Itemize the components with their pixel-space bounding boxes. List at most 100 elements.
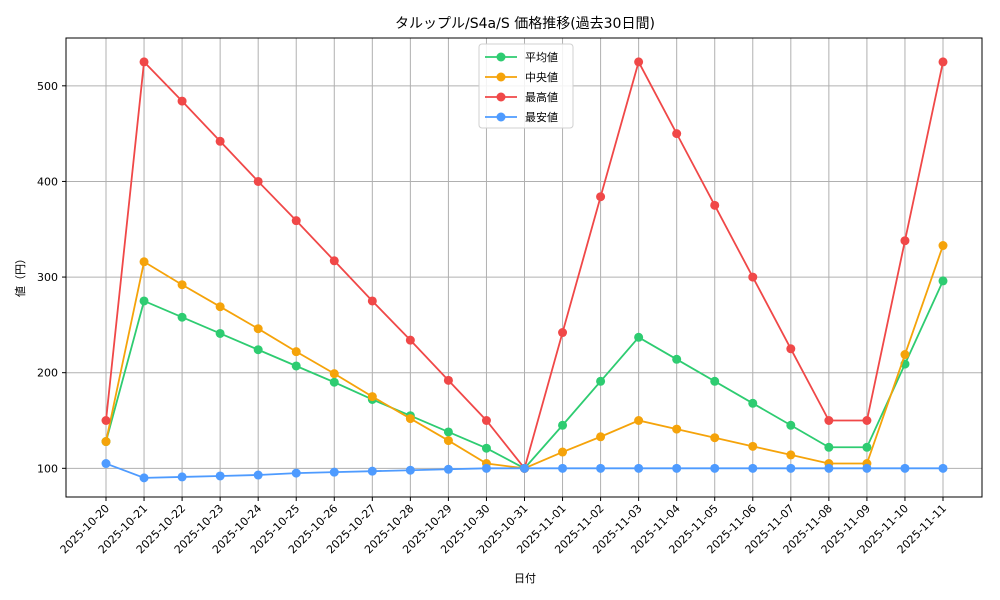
data-point-marker — [405, 335, 415, 345]
legend-item: 最安値 — [485, 110, 558, 124]
data-point-marker — [558, 447, 568, 457]
data-point-marker — [481, 416, 491, 425]
data-point-marker — [481, 463, 491, 473]
data-point-marker — [672, 424, 682, 434]
data-point-marker — [405, 414, 415, 424]
data-point-marker — [596, 463, 606, 473]
y-axis-ticks: 100 200 300 400 500 — [37, 80, 66, 475]
data-point-marker — [862, 416, 872, 425]
data-point-marker — [443, 375, 453, 385]
y-tick-label: 400 — [37, 175, 58, 188]
data-point-marker — [101, 459, 111, 469]
legend-label: 最高値 — [525, 90, 558, 104]
legend-item: 最高値 — [485, 90, 558, 104]
data-point-marker — [558, 420, 568, 430]
data-point-marker — [329, 369, 339, 379]
data-point-marker — [101, 437, 111, 447]
legend-swatch-marker — [496, 92, 506, 102]
legend-item: 中央値 — [485, 71, 558, 84]
data-point-marker — [443, 464, 453, 474]
legend-swatch-marker — [496, 52, 506, 62]
data-point-marker — [938, 57, 948, 67]
data-point-marker — [862, 463, 872, 473]
data-point-marker — [748, 441, 758, 451]
data-point-marker — [824, 463, 834, 473]
legend-item: 平均値 — [485, 51, 558, 64]
data-point-marker — [596, 376, 606, 386]
data-point-marker — [900, 236, 910, 246]
data-point-marker — [329, 377, 339, 387]
legend-box — [478, 43, 574, 129]
legend-label: 中央値 — [525, 71, 558, 84]
data-point-marker — [900, 350, 910, 360]
data-point-marker — [748, 398, 758, 408]
data-point-marker — [938, 463, 948, 473]
data-point-marker — [215, 328, 225, 338]
data-point-marker — [177, 96, 187, 106]
data-point-marker — [824, 442, 834, 452]
data-point-marker — [710, 376, 720, 386]
series-lines — [101, 57, 948, 483]
data-point-marker — [443, 427, 453, 437]
data-point-marker — [177, 280, 187, 290]
data-point-marker — [253, 176, 263, 186]
y-tick-label: 500 — [37, 80, 58, 93]
y-tick-label: 200 — [37, 367, 58, 380]
plot-area-frame — [65, 37, 983, 498]
data-point-marker — [101, 416, 111, 425]
data-point-marker — [139, 57, 149, 67]
data-point-marker — [786, 420, 796, 430]
data-point-marker — [329, 256, 339, 266]
y-tick-label: 300 — [37, 271, 58, 284]
data-point-marker — [253, 345, 263, 355]
data-point-marker — [215, 136, 225, 146]
data-point-marker — [786, 344, 796, 354]
data-point-marker — [900, 463, 910, 473]
data-point-marker — [634, 416, 644, 425]
data-point-marker — [672, 354, 682, 364]
data-point-marker — [596, 192, 606, 202]
data-point-marker — [824, 416, 834, 425]
y-axis-label: 値（円） — [14, 253, 27, 297]
data-point-marker — [291, 468, 301, 478]
x-axis-label: 日付 — [514, 572, 536, 585]
data-point-marker — [405, 465, 415, 475]
series-3 — [101, 459, 948, 483]
data-point-marker — [291, 361, 301, 371]
data-point-marker — [139, 296, 149, 306]
legend-swatch-marker — [496, 72, 506, 82]
data-point-marker — [786, 463, 796, 473]
data-point-marker — [710, 433, 720, 443]
data-point-marker — [253, 324, 263, 334]
data-point-marker — [634, 332, 644, 342]
data-point-marker — [672, 129, 682, 139]
data-point-marker — [443, 436, 453, 446]
data-point-marker — [139, 257, 149, 267]
data-point-marker — [215, 471, 225, 481]
data-point-marker — [786, 450, 796, 460]
data-point-marker — [177, 472, 187, 482]
data-point-marker — [291, 216, 301, 226]
data-point-marker — [481, 443, 491, 453]
data-point-marker — [710, 463, 720, 473]
data-point-marker — [558, 463, 568, 473]
data-point-marker — [558, 328, 568, 338]
data-point-marker — [748, 272, 758, 282]
data-point-marker — [938, 241, 948, 251]
data-point-marker — [367, 296, 377, 306]
data-point-marker — [367, 466, 377, 476]
chart-title: タルップル/S4a/S 価格推移(過去30日間) — [395, 16, 655, 32]
data-point-marker — [520, 463, 529, 473]
data-point-marker — [139, 473, 149, 483]
data-point-marker — [253, 470, 263, 480]
data-point-marker — [329, 467, 339, 477]
legend-label: 平均値 — [525, 51, 558, 64]
data-point-marker — [672, 463, 682, 473]
data-point-marker — [596, 432, 606, 442]
data-point-marker — [634, 463, 644, 473]
data-point-marker — [177, 312, 187, 322]
data-point-marker — [938, 276, 948, 286]
